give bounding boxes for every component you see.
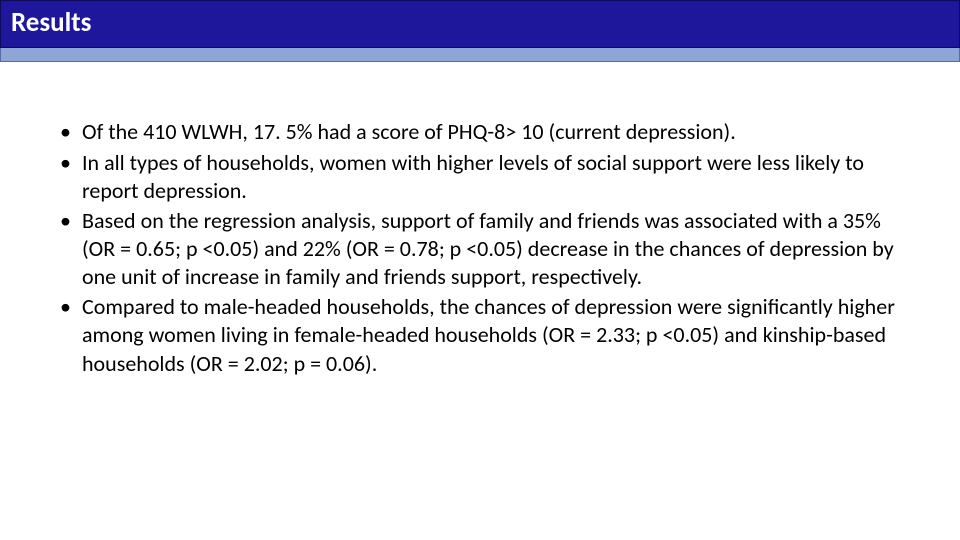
- slide: Results Of the 410 WLWH, 17. 5% had a sc…: [0, 0, 960, 540]
- title-bar: Results: [0, 0, 960, 48]
- bullet-list: Of the 410 WLWH, 17. 5% had a score of P…: [56, 118, 904, 377]
- list-item: Of the 410 WLWH, 17. 5% had a score of P…: [56, 118, 904, 146]
- page-title: Results: [11, 7, 949, 39]
- accent-bar: [0, 48, 960, 62]
- list-item: In all types of households, women with h…: [56, 149, 904, 205]
- list-item: Based on the regression analysis, suppor…: [56, 207, 904, 291]
- list-item: Compared to male-headed households, the …: [56, 293, 904, 377]
- content-area: Of the 410 WLWH, 17. 5% had a score of P…: [0, 62, 960, 377]
